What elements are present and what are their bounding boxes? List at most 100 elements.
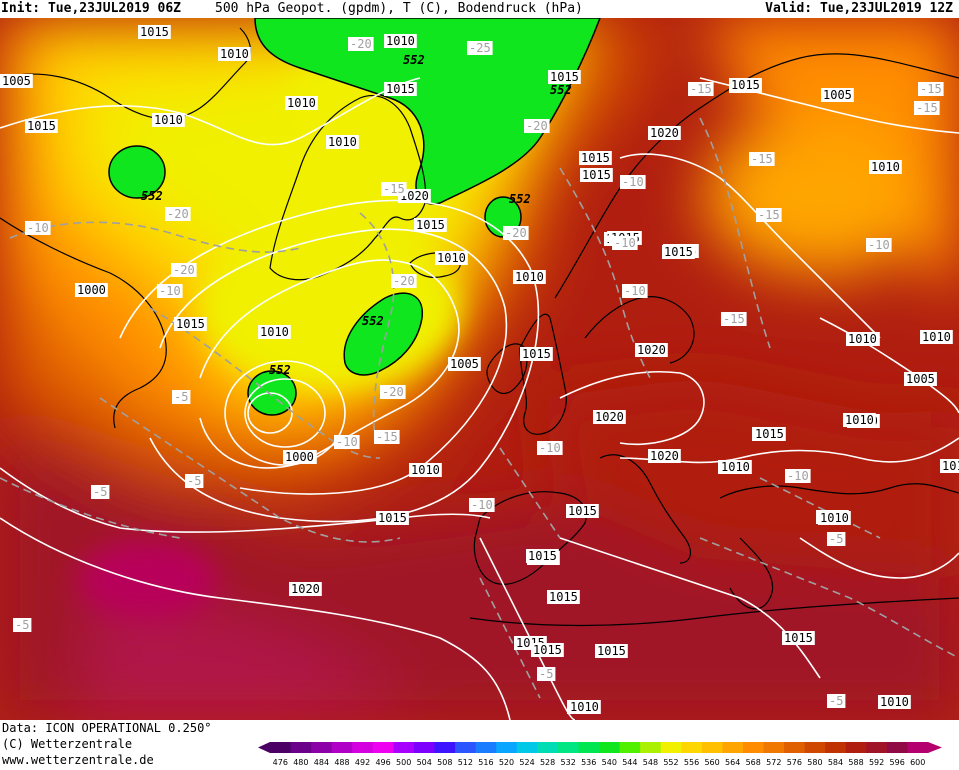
isotherm-minus-10-balkans xyxy=(759,477,881,539)
isobar-label: 1015 xyxy=(376,511,409,525)
isobar-label-text: 1015 xyxy=(533,643,562,657)
data-source: Data: ICON OPERATIONAL 0.250° xyxy=(2,721,212,735)
isotherm-label-bg xyxy=(749,152,775,166)
isotherm-label-bg xyxy=(756,208,782,222)
isobar-label-text: 1015 xyxy=(549,590,578,604)
colorbar-tick-label: 480 xyxy=(293,758,308,767)
isobar-label-bg xyxy=(283,450,316,464)
isobar-label-text: 1015 xyxy=(378,511,407,525)
baltic-coast xyxy=(584,296,695,364)
map-title: 500 hPa Geopot. (gpdm), T (C), Bodendruc… xyxy=(215,1,583,16)
isotherm-label-bg xyxy=(785,469,811,483)
isobar-label-bg xyxy=(843,413,876,427)
isotherm-label-text: -10 xyxy=(336,435,358,449)
isobar-label-bg xyxy=(531,643,564,657)
colorbar-swatch xyxy=(455,742,477,753)
isobar-label-text: 1015 xyxy=(597,644,626,658)
isobar-label-bg xyxy=(648,449,681,463)
isobar-label-bg xyxy=(285,96,318,110)
colorbar-tick-label: 512 xyxy=(458,758,473,767)
north-africa-coast xyxy=(469,597,959,627)
isobar-label-text: 1010 xyxy=(220,47,249,61)
isotherm-label-bg xyxy=(827,532,846,546)
isotherm-minus-15-atlantic xyxy=(149,307,381,459)
isobar-label-text: 1010 xyxy=(411,463,440,477)
isobar-label-text: 1010 xyxy=(386,34,415,48)
greece-coast xyxy=(729,537,774,610)
isotherm-label: -20 xyxy=(165,207,191,221)
colorbar-tick-label: 576 xyxy=(787,758,802,767)
isobar-label: 1005 xyxy=(0,74,33,88)
isotherm-label: -10 xyxy=(612,236,638,250)
isotherm-label-bg xyxy=(348,37,374,51)
isobar-label: 1010 xyxy=(435,251,468,265)
colorbar-swatch xyxy=(619,742,641,753)
isobar-label-bg xyxy=(940,459,959,473)
isotherm-label-bg xyxy=(380,385,406,399)
isobar-label-bg xyxy=(580,168,613,182)
isotherm-label: -20 xyxy=(348,37,374,51)
isotherm-label: -20 xyxy=(171,263,197,277)
isotherm-label-text: -5 xyxy=(829,532,843,546)
isotherm-label-bg xyxy=(688,82,714,96)
isobar-label-bg xyxy=(289,582,322,596)
isobar-label-text: 1020 xyxy=(595,410,624,424)
colorbar-legend: 476 480 484 488 492 496 500 504 508 512 516 520 524 5… xyxy=(258,742,942,767)
colorbar-tick-label: 528 xyxy=(540,758,555,767)
colorbar-swatch xyxy=(742,742,764,753)
isotherm-label-bg xyxy=(91,485,110,499)
isotherm-label: -15 xyxy=(721,312,747,326)
isobar-low-inner-1 xyxy=(244,378,326,448)
isobar-label: 1010 xyxy=(152,113,185,127)
isobar-label-bg xyxy=(920,330,953,344)
isotherm-label: -15 xyxy=(381,182,407,196)
colorbar-swatch xyxy=(372,742,394,753)
height-label-text: 552 xyxy=(141,189,163,203)
colorbar-swatch xyxy=(352,742,374,753)
isobar-label-bg xyxy=(662,245,695,259)
isobar-1010-north xyxy=(0,77,421,146)
isotherm-label-text: -15 xyxy=(758,208,780,222)
isobar-label: 1010 xyxy=(326,135,359,149)
isobar-label-text: 1015 xyxy=(176,317,205,331)
isotherm-label-bg xyxy=(537,441,563,455)
iceland-coast xyxy=(409,252,461,278)
isobar-label-text: 1010 xyxy=(260,325,289,339)
isotherm-minus-5-west xyxy=(0,477,181,539)
isobar-label-text: 1005 xyxy=(2,74,31,88)
isobar-label: 1015 xyxy=(595,644,628,658)
isobar-label-text: 1020 xyxy=(650,126,679,140)
isotherms xyxy=(0,117,959,699)
isobar-1015-scandinavia xyxy=(619,153,881,339)
height-label: 552 xyxy=(509,192,531,206)
isotherm-label-text: -10 xyxy=(539,441,561,455)
isotherm-label: -15 xyxy=(688,82,714,96)
isotherm-label-text: -5 xyxy=(93,485,107,499)
isobar-label-bg xyxy=(729,78,762,92)
britain-coast xyxy=(519,313,567,435)
isobar-label-text: 1010 xyxy=(880,695,909,709)
isobar-label-text: 1010 xyxy=(287,96,316,110)
isobar-label-bg xyxy=(579,151,612,165)
isobar-label-bg xyxy=(448,357,481,371)
colorbar-tick-label: 560 xyxy=(704,758,719,767)
isobar-label-bg xyxy=(376,511,409,525)
height-label: 552 xyxy=(269,363,291,377)
isobar-label: 1020 xyxy=(289,582,322,596)
colorbar-swatch xyxy=(516,742,538,753)
colorbar-tick-label: 596 xyxy=(890,758,905,767)
isobar-label-text: 1020 xyxy=(291,582,320,596)
isobar-label-text: 1015 xyxy=(550,70,579,84)
isotherm-label-text: -20 xyxy=(173,263,195,277)
isobar-label-text: 1010 xyxy=(154,113,183,127)
isobar-label-bg xyxy=(548,70,581,84)
isotherm-label: -10 xyxy=(537,441,563,455)
greenland-coast xyxy=(269,95,427,281)
isobar-label-text: 1015 xyxy=(582,168,611,182)
isotherm-label: -15 xyxy=(918,82,944,96)
isotherm-label-bg xyxy=(866,238,892,252)
isotherm-label-text: -15 xyxy=(916,101,938,115)
colorbar-swatch xyxy=(496,742,518,753)
colorbar-tick-label: 592 xyxy=(869,758,884,767)
isobar-label: 1005 xyxy=(821,88,854,102)
